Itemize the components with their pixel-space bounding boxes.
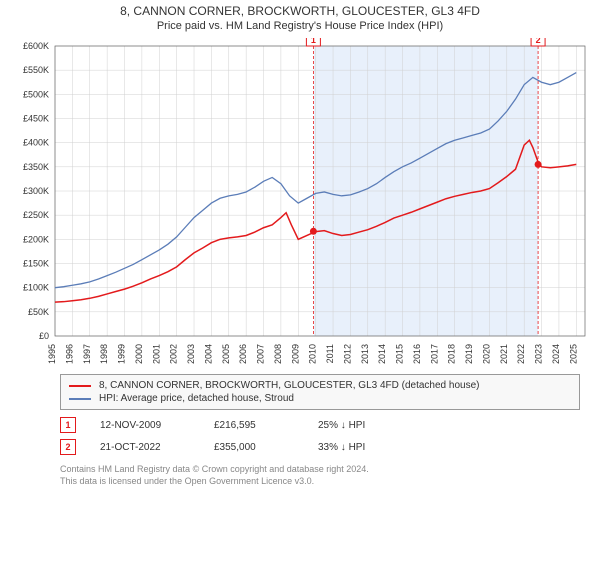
x-tick-label: 2009: [290, 344, 300, 364]
footnote-line: This data is licensed under the Open Gov…: [60, 476, 580, 488]
x-tick-label: 2010: [308, 344, 318, 364]
x-tick-label: 2007: [256, 344, 266, 364]
x-tick-label: 2021: [499, 344, 509, 364]
row-pct: 33% ↓ HPI: [318, 442, 408, 453]
x-tick-label: 2003: [186, 344, 196, 364]
x-tick-label: 2012: [342, 344, 352, 364]
legend-item: HPI: Average price, detached house, Stro…: [69, 392, 571, 405]
transaction-table: 1 12-NOV-2009 £216,595 25% ↓ HPI 2 21-OCT-202…: [60, 414, 580, 458]
x-tick-label: 2023: [534, 344, 544, 364]
y-tick-label: £550K: [23, 65, 49, 75]
y-tick-label: £50K: [28, 307, 49, 317]
y-tick-label: £200K: [23, 234, 49, 244]
x-tick-label: 2018: [447, 344, 457, 364]
x-tick-label: 1996: [64, 344, 74, 364]
x-tick-label: 2017: [429, 344, 439, 364]
legend-label: 8, CANNON CORNER, BROCKWORTH, GLOUCESTER…: [99, 380, 479, 391]
x-tick-label: 2016: [412, 344, 422, 364]
row-price: £216,595: [214, 420, 294, 431]
x-tick-label: 2014: [377, 344, 387, 364]
x-tick-label: 1997: [82, 344, 92, 364]
marker-number: 1: [311, 38, 316, 45]
legend-swatch: [69, 398, 91, 400]
row-date: 12-NOV-2009: [100, 420, 190, 431]
row-price: £355,000: [214, 442, 294, 453]
row-date: 21-OCT-2022: [100, 442, 190, 453]
page-subtitle: Price paid vs. HM Land Registry's House …: [0, 20, 600, 32]
footnote-line: Contains HM Land Registry data © Crown c…: [60, 464, 580, 476]
x-tick-label: 2006: [238, 344, 248, 364]
x-tick-label: 2002: [169, 344, 179, 364]
x-tick-label: 2008: [273, 344, 283, 364]
table-row: 1 12-NOV-2009 £216,595 25% ↓ HPI: [60, 414, 580, 436]
y-tick-label: £600K: [23, 41, 49, 51]
y-tick-label: £350K: [23, 162, 49, 172]
x-tick-label: 1998: [99, 344, 109, 364]
legend-swatch: [69, 385, 91, 387]
y-tick-label: £150K: [23, 259, 49, 269]
row-marker-box: 1: [60, 417, 76, 433]
marker-number: 2: [536, 38, 541, 45]
y-tick-label: £500K: [23, 89, 49, 99]
x-tick-label: 2001: [151, 344, 161, 364]
y-tick-label: £400K: [23, 138, 49, 148]
footnote: Contains HM Land Registry data © Crown c…: [60, 464, 580, 487]
x-tick-label: 2020: [481, 344, 491, 364]
line-chart: £0 £50K £100K £150K £200K £250K £300K £350K £400…: [0, 38, 600, 368]
x-tick-label: 2022: [516, 344, 526, 364]
table-row: 2 21-OCT-2022 £355,000 33% ↓ HPI: [60, 436, 580, 458]
x-tick-label: 1999: [117, 344, 127, 364]
row-pct: 25% ↓ HPI: [318, 420, 408, 431]
chart-container: £0 £50K £100K £150K £200K £250K £300K £350K £400…: [0, 38, 600, 368]
y-tick-label: £0: [39, 331, 49, 341]
x-tick-label: 1995: [47, 344, 57, 364]
x-tick-label: 2015: [395, 344, 405, 364]
y-tick-label: £450K: [23, 114, 49, 124]
x-tick-label: 2000: [134, 344, 144, 364]
y-tick-label: £250K: [23, 210, 49, 220]
legend-label: HPI: Average price, detached house, Stro…: [99, 393, 294, 404]
x-tick-label: 2025: [568, 344, 578, 364]
y-tick-label: £100K: [23, 283, 49, 293]
x-tick-label: 2019: [464, 344, 474, 364]
row-marker-box: 2: [60, 439, 76, 455]
marker-dot: [310, 228, 317, 235]
legend: 8, CANNON CORNER, BROCKWORTH, GLOUCESTER…: [60, 374, 580, 410]
y-tick-label: £300K: [23, 186, 49, 196]
x-tick-label: 2013: [360, 344, 370, 364]
legend-item: 8, CANNON CORNER, BROCKWORTH, GLOUCESTER…: [69, 379, 571, 392]
x-tick-label: 2011: [325, 344, 335, 363]
x-tick-label: 2024: [551, 344, 561, 364]
x-tick-label: 2004: [203, 344, 213, 364]
marker-dot: [535, 161, 542, 168]
page-title: 8, CANNON CORNER, BROCKWORTH, GLOUCESTER…: [0, 4, 600, 18]
x-tick-label: 2005: [221, 344, 231, 364]
